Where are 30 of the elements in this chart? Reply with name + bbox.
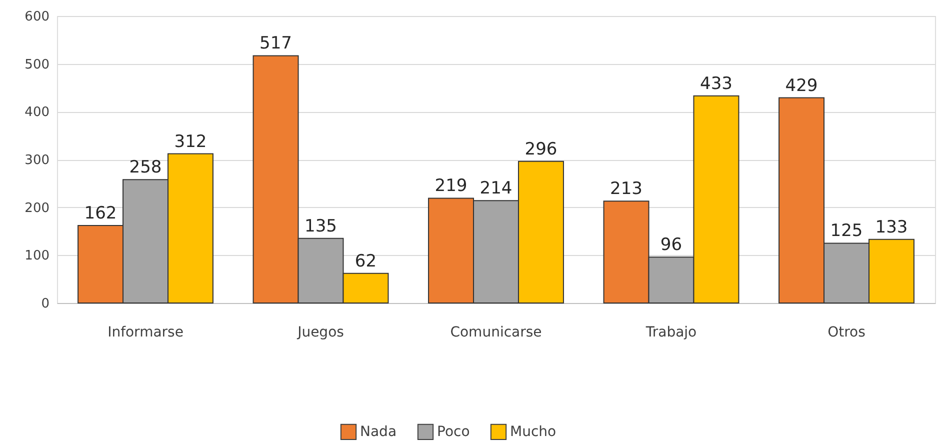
legend-label: Nada xyxy=(360,424,397,440)
data-label: 517 xyxy=(260,34,292,54)
y-tick-label: 200 xyxy=(24,200,50,216)
x-tick-label: Otros xyxy=(828,324,866,340)
x-tick-label: Juegos xyxy=(296,324,344,340)
data-label: 429 xyxy=(785,76,818,96)
data-label: 296 xyxy=(524,139,558,160)
x-tick-label: Comunicarse xyxy=(450,324,542,340)
y-tick-label: 400 xyxy=(24,105,50,120)
y-tick-label: 300 xyxy=(24,153,50,168)
data-label: 135 xyxy=(304,216,337,236)
data-label: 312 xyxy=(174,132,207,152)
data-label: 214 xyxy=(480,178,512,199)
y-tick-label: 500 xyxy=(24,57,50,72)
data-label: 96 xyxy=(660,235,682,256)
legend-label: Mucho xyxy=(510,424,556,440)
legend-label: Poco xyxy=(437,424,470,440)
data-label: 62 xyxy=(354,251,377,272)
data-label: 162 xyxy=(84,204,117,224)
data-label: 133 xyxy=(875,217,908,238)
data-label: 258 xyxy=(129,158,162,178)
y-tick-label: 100 xyxy=(24,248,50,264)
x-tick-label: Trabajo xyxy=(644,324,697,340)
x-tick-label: Informarse xyxy=(108,324,184,340)
data-label: 433 xyxy=(700,74,732,94)
y-tick-label: 600 xyxy=(24,10,50,24)
data-label: 213 xyxy=(610,179,642,200)
y-tick-label: 0 xyxy=(41,296,50,312)
data-label: 125 xyxy=(830,221,863,242)
data-label: 219 xyxy=(434,176,468,196)
